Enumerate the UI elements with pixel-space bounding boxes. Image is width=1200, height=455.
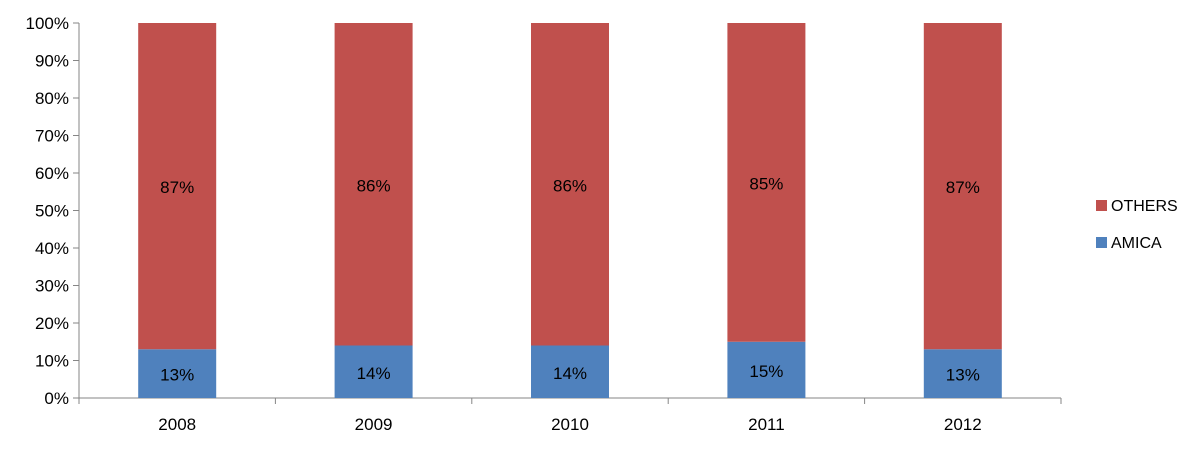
- x-tick-label: 2009: [355, 415, 393, 434]
- data-label-others-2010: 86%: [553, 176, 587, 195]
- legend: OTHERS AMICA: [1096, 198, 1178, 252]
- data-label-amica-2008: 13%: [160, 366, 194, 385]
- bar-others-2008: [138, 23, 217, 350]
- y-tick-label: 20%: [35, 314, 69, 333]
- data-label-others-2011: 85%: [749, 174, 783, 193]
- bar-amica-2012: [923, 349, 1002, 398]
- bar-others-2012: [923, 23, 1002, 350]
- data-labels: 13% 87% 14% 86% 14% 86% 15% 85% 13% 87%: [160, 174, 980, 384]
- y-tick-label: 100%: [26, 14, 69, 33]
- y-tick-label: 90%: [35, 52, 69, 71]
- legend-label-others: OTHERS: [1111, 198, 1178, 215]
- y-tick-label: 40%: [35, 239, 69, 258]
- bar-amica-2008: [138, 349, 217, 398]
- legend-label-amica: AMICA: [1111, 235, 1162, 252]
- data-label-amica-2010: 14%: [553, 364, 587, 383]
- x-tick-label: 2011: [748, 415, 785, 434]
- x-tick-label: 2008: [158, 415, 196, 434]
- bar-others-2011: [727, 23, 806, 342]
- x-tick-label: 2012: [944, 415, 982, 434]
- y-tick-label: 70%: [35, 127, 69, 146]
- data-label-others-2012: 87%: [946, 178, 980, 197]
- legend-swatch-amica: [1096, 237, 1107, 248]
- y-tick-label: 60%: [35, 164, 69, 183]
- y-tick-label: 10%: [35, 352, 69, 371]
- data-label-amica-2011: 15%: [749, 362, 783, 381]
- data-label-others-2009: 86%: [357, 176, 391, 195]
- bar-amica-2010: [531, 345, 609, 398]
- bar-others-2010: [531, 23, 609, 346]
- bar-others-2009: [334, 23, 413, 346]
- x-axis: 2008 2009 2010 2011 2012: [78, 397, 1062, 434]
- x-tick-label: 2010: [551, 415, 589, 434]
- bars: [138, 23, 1002, 398]
- y-tick-label: 50%: [35, 202, 69, 221]
- y-axis: 0% 10% 20% 30% 40% 50% 60% 70% 80% 90% 100%: [26, 14, 80, 408]
- legend-swatch-others: [1096, 200, 1107, 211]
- bar-amica-2011: [727, 341, 806, 398]
- data-label-amica-2012: 13%: [946, 366, 980, 385]
- y-tick-label: 30%: [35, 277, 69, 296]
- bar-amica-2009: [334, 345, 413, 398]
- y-tick-label: 0%: [44, 389, 69, 408]
- y-tick-label: 80%: [35, 89, 69, 108]
- data-label-others-2008: 87%: [160, 178, 194, 197]
- data-label-amica-2009: 14%: [357, 364, 391, 383]
